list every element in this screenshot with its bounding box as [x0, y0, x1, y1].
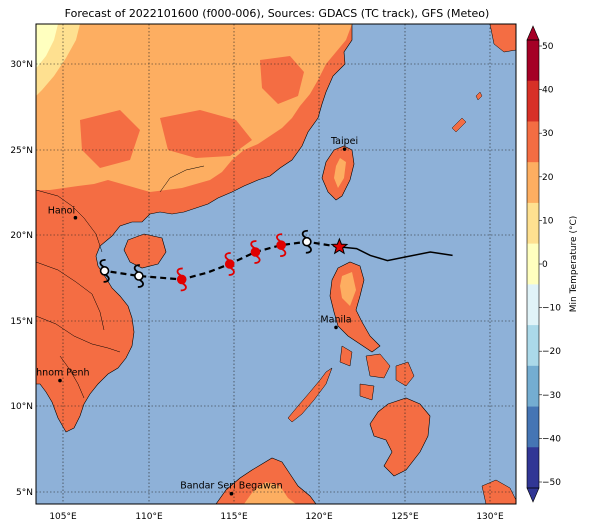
colorbar-segment — [527, 284, 539, 326]
land-ryukyu-2 — [475, 91, 483, 101]
colorbar-segment — [527, 365, 539, 407]
tc-track — [99, 229, 453, 292]
land-borneo-interior — [244, 482, 296, 504]
colorbar-segment — [527, 40, 539, 82]
storm-symbol-icon — [250, 240, 261, 264]
land-visayas — [339, 345, 415, 401]
land-luzon-interior — [340, 272, 356, 306]
colorbar-tick-label: 50 — [542, 42, 554, 52]
lat-ticks: 30°N 25°N 20°N 15°N 10°N 5°N — [10, 60, 33, 498]
cities: Taipei Hanoi Manila Phnom Penh Bandar Seri B… — [30, 136, 358, 496]
colorbar-segment — [527, 243, 539, 285]
map-frame — [35, 23, 517, 505]
storm-symbol-icon — [276, 233, 287, 258]
land-hainan — [123, 233, 167, 269]
lon-tick: 125°E — [391, 512, 419, 522]
colorbar-tick-label: −40 — [542, 434, 561, 444]
colorbar-tick-label: −50 — [542, 478, 561, 488]
city-label: Manila — [320, 314, 351, 325]
colorbar-segment — [527, 325, 539, 367]
lat-tick: 25°N — [10, 146, 33, 156]
depression-symbol-icon — [301, 229, 312, 254]
land-pale-patch — [36, 24, 58, 68]
city-marker — [334, 325, 338, 330]
land-ne-corner — [489, 24, 516, 53]
city-marker — [73, 215, 78, 220]
colorbar-tick-label: −30 — [542, 391, 561, 401]
colorbar-tick-label: 20 — [542, 173, 554, 183]
land-ryukyu-1 — [451, 117, 467, 133]
colorbar-segment — [527, 202, 539, 244]
city-label: Phnom Penh — [30, 368, 89, 379]
land-taiwan-interior — [334, 158, 346, 188]
land-warm-patch-3 — [80, 110, 140, 168]
colorbar-tick-label: 40 — [542, 86, 554, 96]
colorbar-bottom-arrow — [526, 487, 540, 503]
colorbar-tick-label: 10 — [542, 216, 554, 226]
city-marker — [342, 147, 347, 151]
land-mindanao — [369, 397, 431, 477]
colorbar-tick-label: −10 — [542, 304, 561, 314]
land-warm-patch-2 — [260, 56, 304, 104]
lon-tick: 115°E — [220, 512, 248, 522]
city-label: Hanoi — [48, 206, 75, 217]
lat-tick: 10°N — [10, 402, 33, 412]
colorbar-tick-label: 30 — [542, 129, 554, 139]
gridlines — [36, 24, 516, 504]
colorbar-segment — [527, 406, 539, 448]
colorbar-segment — [527, 121, 539, 163]
storm-symbol-icon — [224, 252, 235, 276]
colorbar-label: Min Temperature (°C) — [569, 216, 579, 313]
city-marker — [229, 491, 234, 496]
past-track-line — [339, 246, 453, 262]
colorbar-top-arrow — [526, 25, 540, 41]
colorbar-segment — [527, 162, 539, 204]
lon-ticks: 105°E 110°E 115°E 120°E 125°E 130°E — [49, 512, 504, 522]
map-title: Forecast of 2022101600 (f000-006), Sourc… — [65, 7, 490, 20]
lon-tick: 130°E — [476, 512, 504, 522]
lat-tick: 15°N — [10, 317, 33, 327]
colorbar-segment — [527, 447, 539, 489]
lon-tick: 105°E — [49, 512, 77, 522]
lon-tick: 110°E — [135, 512, 163, 522]
storm-symbol-icon — [176, 267, 187, 292]
land-palawan — [287, 367, 333, 423]
lon-tick: 120°E — [305, 512, 333, 522]
lat-tick: 30°N — [10, 60, 33, 70]
city-marker — [58, 378, 62, 383]
lat-tick: 20°N — [10, 231, 33, 241]
colorbar: 50 40 30 20 10 0 −10 −20 −30 −40 −50 — [526, 25, 561, 503]
current-position-star-icon — [330, 237, 349, 255]
land-borneo — [215, 457, 317, 504]
colorbar-segment — [527, 80, 539, 122]
map-area: Taipei Hanoi Manila Phnom Penh Bandar Seri B… — [30, 24, 516, 504]
depression-symbol-icon — [99, 258, 110, 283]
lat-tick: 5°N — [16, 488, 33, 498]
colorbar-tick-label: −20 — [542, 347, 561, 357]
colorbar-tick-label: 0 — [542, 260, 548, 270]
land-warm-patch-1 — [160, 110, 252, 158]
city-label: Taipei — [330, 136, 358, 147]
depression-symbol-icon — [133, 264, 144, 288]
country-borders — [36, 165, 205, 399]
city-label: Bandar Seri Begawan — [180, 481, 282, 492]
